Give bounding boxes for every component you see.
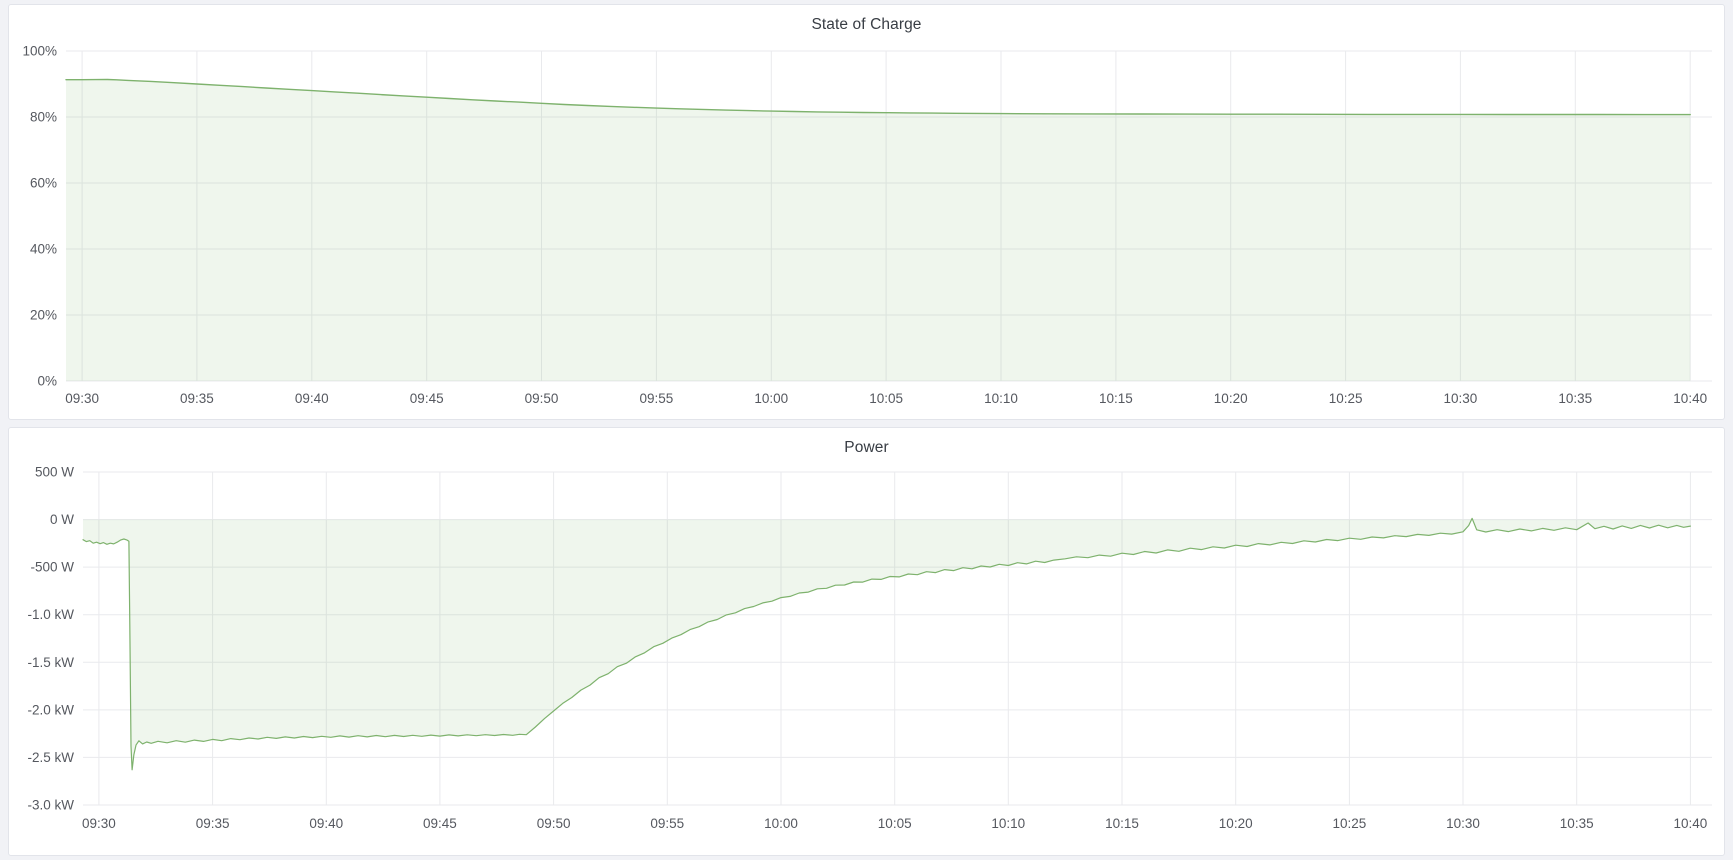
x-tick-label: 09:50	[525, 391, 559, 406]
y-tick-label: 60%	[30, 176, 57, 191]
y-tick-label: 40%	[30, 242, 57, 257]
x-tick-label: 10:25	[1329, 391, 1363, 406]
x-tick-label: 10:10	[984, 391, 1018, 406]
y-tick-label: -1.5 kW	[27, 655, 74, 670]
x-tick-label: 10:30	[1446, 816, 1480, 831]
x-tick-label: 09:55	[640, 391, 674, 406]
x-tick-label: 10:40	[1674, 816, 1708, 831]
x-tick-label: 10:00	[764, 816, 798, 831]
y-tick-label: 0%	[37, 374, 57, 389]
series-area-fill	[66, 79, 1691, 381]
x-tick-label: 10:35	[1558, 391, 1592, 406]
x-tick-label: 10:30	[1444, 391, 1478, 406]
x-tick-label: 09:45	[410, 391, 444, 406]
x-tick-label: 10:10	[991, 816, 1025, 831]
power-chart-canvas[interactable]: 500 W 0 W -500 W -1.0 kW -1.5 kW -2.0 kW -2.5 …	[9, 462, 1714, 855]
x-tick-label: 10:15	[1099, 391, 1133, 406]
x-tick-label: 09:45	[423, 816, 457, 831]
grid-lines	[83, 471, 1712, 806]
grid-lines	[66, 50, 1712, 382]
state-of-charge-chart-canvas[interactable]: 0%20%40%60%80%100%09:30 09:35 09:40 09:45 09…	[9, 39, 1714, 419]
panel-title-power: Power	[844, 439, 889, 456]
y-tick-label: 100%	[22, 44, 57, 59]
x-tick-label: 10:20	[1219, 816, 1253, 831]
x-tick-label: 10:00	[754, 391, 788, 406]
y-axis-tick-labels: 500 W 0 W -500 W -1.0 kW -1.5 kW -2.0 kW -2.5 …	[27, 465, 74, 813]
x-tick-label: 09:30	[82, 816, 116, 831]
y-tick-label: 20%	[30, 308, 57, 323]
y-axis-tick-labels: 0% 20% 40% 60% 80% 100%	[22, 44, 57, 389]
x-axis-tick-labels: 09:30 09:35 09:40 09:45 09:50 09:55 10:00 10:05…	[65, 391, 1707, 406]
y-tick-label: 0 W	[50, 512, 74, 527]
x-tick-label: 09:40	[309, 816, 343, 831]
x-tick-label: 09:50	[537, 816, 571, 831]
y-tick-label: 500 W	[35, 465, 74, 480]
panel-state-of-charge: State of Charge 0% 20% 40% 60% 80% 100% 09:30 0…	[8, 4, 1725, 420]
x-tick-label: 10:20	[1214, 391, 1248, 406]
x-tick-label: 10:15	[1105, 816, 1139, 831]
x-tick-label: 09:55	[650, 816, 684, 831]
x-tick-label: 10:35	[1560, 816, 1594, 831]
series-line	[65, 78, 1691, 116]
x-tick-label: 10:25	[1333, 816, 1367, 831]
series-line	[82, 517, 1691, 771]
series-area-fill	[83, 518, 1691, 770]
x-tick-label: 09:40	[295, 391, 329, 406]
panel-power: Power 500 W 0 W -500 W -1.0 kW -1.5 kW -2.0 k…	[8, 427, 1725, 856]
y-tick-label: -2.5 kW	[27, 750, 74, 765]
x-axis-tick-labels: 09:30 09:35 09:40 09:45 09:50 09:55 10:00 10:05…	[82, 816, 1707, 831]
y-tick-label: -1.0 kW	[27, 607, 74, 622]
x-tick-label: 09:30	[65, 391, 99, 406]
y-tick-label: -500 W	[30, 560, 74, 575]
panel-title-state-of-charge: State of Charge	[811, 16, 922, 33]
y-tick-label: -3.0 kW	[27, 798, 74, 813]
x-tick-label: 09:35	[196, 816, 230, 831]
x-tick-label: 10:40	[1673, 391, 1707, 406]
x-tick-label: 10:05	[869, 391, 903, 406]
y-tick-label: -2.0 kW	[27, 702, 74, 717]
y-tick-label: 80%	[30, 110, 57, 125]
x-tick-label: 10:05	[878, 816, 912, 831]
x-tick-label: 09:35	[180, 391, 214, 406]
